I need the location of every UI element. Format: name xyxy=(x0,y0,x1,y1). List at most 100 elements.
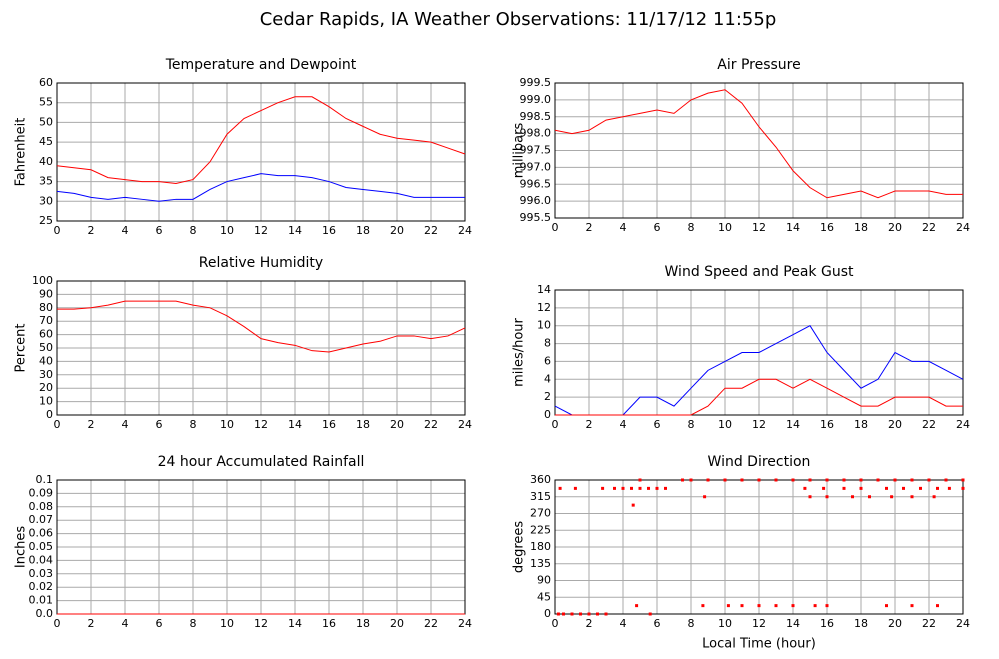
chart-title: Temperature and Dewpoint xyxy=(165,57,357,73)
x-tick-label: 16 xyxy=(820,221,834,234)
data-point xyxy=(961,486,965,490)
data-point xyxy=(630,486,633,490)
data-point xyxy=(579,612,582,616)
x-tick-label: 10 xyxy=(718,221,732,234)
x-tick-label: 2 xyxy=(586,617,593,630)
x-tick-label: 16 xyxy=(820,617,834,630)
data-point xyxy=(919,486,922,490)
x-tick-label: 14 xyxy=(288,224,302,237)
x-tick-label: 2 xyxy=(586,418,593,431)
y-tick-label: 315 xyxy=(530,490,551,503)
data-point xyxy=(947,486,951,490)
data-point xyxy=(601,486,605,490)
y-tick-label: 10 xyxy=(537,319,551,332)
data-point xyxy=(774,604,778,608)
y-tick-label: 50 xyxy=(39,115,53,128)
x-tick-label: 0 xyxy=(552,221,559,234)
y-axis-label: millibars xyxy=(512,123,527,179)
x-tick-label: 24 xyxy=(956,221,970,234)
y-tick-label: 998.5 xyxy=(520,110,552,123)
y-tick-label: 50 xyxy=(39,341,53,354)
x-tick-label: 2 xyxy=(586,221,593,234)
y-axis-label: Fahrenheit xyxy=(14,118,29,187)
x-tick-label: 14 xyxy=(786,617,800,630)
x-tick-label: 20 xyxy=(888,418,902,431)
data-point xyxy=(631,503,635,507)
y-tick-label: 0.1 xyxy=(36,473,54,486)
y-tick-label: 0 xyxy=(544,607,551,620)
x-tick-label: 4 xyxy=(122,418,129,431)
x-tick-label: 6 xyxy=(654,221,661,234)
data-point xyxy=(587,612,591,616)
data-point xyxy=(813,604,817,608)
y-axis-label: degrees xyxy=(512,521,527,574)
data-point xyxy=(808,495,812,499)
data-line xyxy=(56,173,465,202)
x-tick-label: 0 xyxy=(552,617,559,630)
x-tick-label: 18 xyxy=(854,221,868,234)
y-tick-label: 10 xyxy=(39,395,53,408)
y-axis-label: Percent xyxy=(14,324,29,373)
data-point xyxy=(681,478,684,482)
x-tick-label: 14 xyxy=(786,418,800,431)
x-tick-label: 6 xyxy=(156,418,163,431)
x-tick-label: 10 xyxy=(718,418,732,431)
y-tick-label: 996.5 xyxy=(520,177,552,190)
x-tick-label: 6 xyxy=(156,224,163,237)
plot-frame xyxy=(56,280,466,416)
data-point xyxy=(859,478,863,482)
y-tick-label: 0.07 xyxy=(29,513,54,526)
x-tick-label: 8 xyxy=(688,418,695,431)
data-point xyxy=(910,604,914,608)
y-tick-label: 70 xyxy=(39,314,53,327)
x-tick-label: 24 xyxy=(956,617,970,630)
y-tick-label: 0.04 xyxy=(29,553,54,566)
y-tick-label: 995.5 xyxy=(520,211,552,224)
y-tick-label: 2 xyxy=(544,390,551,403)
data-point xyxy=(859,486,863,490)
data-point xyxy=(842,486,846,490)
y-axis-label: miles/hour xyxy=(512,317,527,386)
y-tick-label: 20 xyxy=(39,381,53,394)
y-tick-label: 40 xyxy=(39,354,53,367)
x-tick-label: 24 xyxy=(458,224,472,237)
data-point xyxy=(944,478,948,482)
x-tick-label: 6 xyxy=(654,418,661,431)
y-tick-label: 0 xyxy=(544,408,551,421)
x-tick-label: 6 xyxy=(156,617,163,630)
data-point xyxy=(851,495,854,499)
x-tick-label: 14 xyxy=(288,418,302,431)
data-point xyxy=(740,478,744,482)
x-tick-label: 18 xyxy=(854,418,868,431)
x-tick-label: 0 xyxy=(54,617,61,630)
data-point xyxy=(825,478,829,482)
x-tick-label: 24 xyxy=(956,418,970,431)
x-tick-label: 18 xyxy=(356,224,370,237)
x-tick-label: 24 xyxy=(458,418,472,431)
data-point xyxy=(961,478,965,482)
y-tick-label: 225 xyxy=(530,523,551,536)
x-tick-label: 12 xyxy=(254,418,268,431)
x-tick-label: 16 xyxy=(322,418,336,431)
x-tick-label: 10 xyxy=(718,617,732,630)
data-point xyxy=(757,478,761,482)
x-tick-label: 22 xyxy=(424,617,438,630)
data-point xyxy=(876,478,880,482)
data-line xyxy=(57,300,466,353)
data-point xyxy=(638,486,642,490)
y-tick-label: 996.0 xyxy=(520,194,552,207)
y-tick-label: 997.0 xyxy=(520,160,552,173)
x-tick-label: 18 xyxy=(854,617,868,630)
y-tick-label: 997.5 xyxy=(520,144,552,157)
x-tick-label: 10 xyxy=(220,224,234,237)
data-point xyxy=(803,486,807,490)
x-tick-label: 12 xyxy=(752,617,766,630)
y-tick-label: 0.05 xyxy=(29,540,54,553)
x-tick-label: 22 xyxy=(424,418,438,431)
data-point xyxy=(774,478,778,482)
data-point xyxy=(638,478,642,482)
x-tick-label: 12 xyxy=(752,221,766,234)
data-point xyxy=(936,604,939,608)
